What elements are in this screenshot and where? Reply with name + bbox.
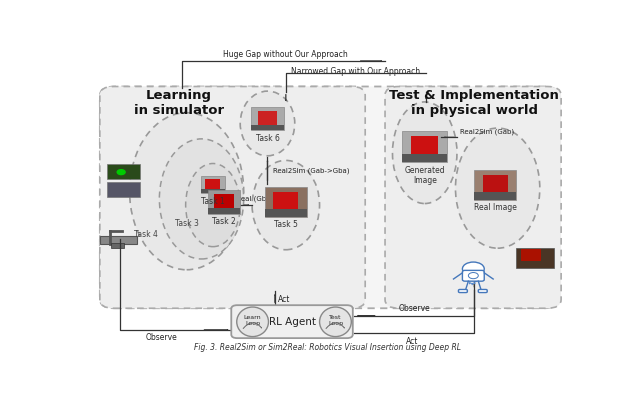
FancyBboxPatch shape [478, 290, 487, 292]
Bar [265, 187, 307, 217]
Text: ⚙: ⚙ [465, 274, 478, 288]
Text: Task 3: Task 3 [175, 219, 198, 228]
Bar [516, 248, 554, 268]
FancyBboxPatch shape [458, 290, 467, 292]
Bar [522, 249, 541, 260]
Ellipse shape [186, 164, 240, 247]
Bar [208, 190, 240, 214]
Bar [214, 194, 234, 211]
Bar [258, 111, 277, 128]
Ellipse shape [319, 307, 351, 336]
FancyBboxPatch shape [463, 270, 484, 281]
Text: Task 6: Task 6 [255, 134, 280, 143]
Text: Real2Sim (Gab->Gba): Real2Sim (Gab->Gba) [273, 168, 350, 174]
Text: Task 5: Task 5 [274, 220, 298, 229]
Text: Real2Sim (Gab): Real2Sim (Gab) [460, 128, 514, 135]
Circle shape [468, 272, 478, 279]
Bar [474, 170, 516, 200]
Text: Observe: Observe [399, 304, 431, 313]
Text: Fig. 3. Real2Sim or Sim2Real: Robotics Visual Insertion using Deep RL: Fig. 3. Real2Sim or Sim2Real: Robotics V… [195, 343, 461, 352]
FancyBboxPatch shape [385, 86, 561, 308]
Bar [200, 176, 225, 193]
Bar [100, 236, 137, 244]
Ellipse shape [237, 307, 269, 336]
Text: Real Image: Real Image [474, 203, 516, 212]
Text: Learning
in simulator: Learning in simulator [134, 90, 224, 118]
Ellipse shape [129, 113, 244, 270]
Ellipse shape [392, 102, 457, 204]
Bar [252, 125, 284, 130]
Bar [111, 243, 124, 248]
Ellipse shape [240, 91, 295, 156]
Text: Observe: Observe [146, 333, 178, 342]
Ellipse shape [252, 160, 319, 250]
Bar [483, 175, 508, 197]
Ellipse shape [159, 139, 244, 259]
FancyBboxPatch shape [231, 305, 353, 338]
Bar [205, 179, 220, 192]
Bar [200, 189, 225, 193]
Text: Act: Act [278, 294, 291, 304]
Circle shape [117, 170, 125, 174]
Bar [403, 154, 447, 162]
Text: Narrowed Gap with Our Approach: Narrowed Gap with Our Approach [291, 67, 420, 76]
Bar [108, 182, 140, 197]
Text: Test
Loop: Test Loop [328, 315, 343, 326]
Text: Task 4: Task 4 [134, 230, 157, 239]
Text: Task 1: Task 1 [201, 197, 225, 206]
Text: Task 2: Task 2 [212, 217, 236, 226]
FancyBboxPatch shape [100, 86, 559, 308]
FancyBboxPatch shape [100, 86, 365, 308]
Bar [252, 107, 284, 130]
Bar [108, 164, 140, 179]
Bar [474, 192, 516, 200]
Circle shape [463, 262, 484, 276]
Text: Learn
Loop: Learn Loop [244, 315, 261, 326]
Text: RL Agent: RL Agent [269, 317, 316, 327]
Bar [265, 209, 307, 217]
Text: Act: Act [406, 336, 419, 346]
Bar [412, 136, 438, 159]
Ellipse shape [456, 128, 540, 248]
Text: Huge Gap without Our Approach: Huge Gap without Our Approach [223, 50, 348, 59]
Bar [273, 192, 298, 214]
Text: Sim2Real (Gba): Sim2Real (Gba) [219, 196, 273, 202]
Text: Generated
Image: Generated Image [404, 166, 445, 185]
Bar [403, 131, 447, 162]
Bar [208, 208, 240, 214]
Text: Test & Implementation
in physical world: Test & Implementation in physical world [389, 90, 559, 118]
